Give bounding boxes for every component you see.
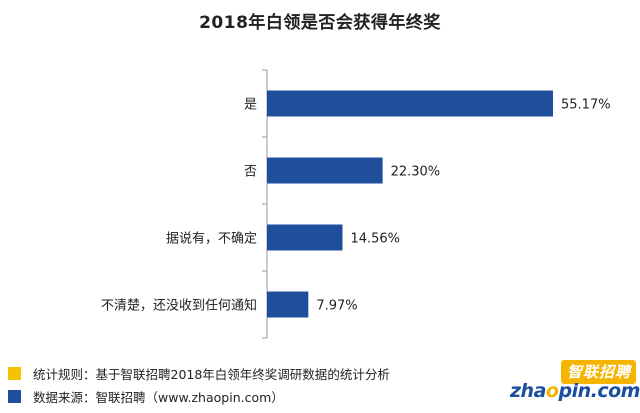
footnote-source-marker xyxy=(8,390,21,403)
bar xyxy=(267,291,309,318)
chart-title: 2018年白领是否会获得年终奖 xyxy=(199,13,441,33)
footnote-source-text: 数据来源：智联招聘（www.zhaopin.com） xyxy=(33,390,284,405)
category-label: 否 xyxy=(244,165,257,180)
bar xyxy=(267,157,383,184)
footnote-rule-text: 统计规则：基于智联招聘2018年白领年终奖调研数据的统计分析 xyxy=(33,367,390,382)
logo-en-text: zhaopin.com xyxy=(510,380,640,402)
bar xyxy=(267,90,553,117)
footnote-rule-marker xyxy=(8,367,21,380)
zhaopin-logo: 智联招聘 zhaopin.com xyxy=(510,360,640,410)
data-label: 14.56% xyxy=(350,232,400,247)
bar xyxy=(267,224,343,251)
data-label: 55.17% xyxy=(561,98,611,113)
category-label: 是 xyxy=(244,98,257,113)
footnote-rule: 统计规则：基于智联招聘2018年白领年终奖调研数据的统计分析 xyxy=(8,364,390,383)
category-label: 不清楚，还没收到任何通知 xyxy=(101,298,257,314)
footnote-source: 数据来源：智联招聘（www.zhaopin.com） xyxy=(8,387,284,406)
data-label: 22.30% xyxy=(391,165,441,180)
logo-cn-text: 智联招聘 xyxy=(560,360,636,384)
category-label: 据说有，不确定 xyxy=(166,232,257,247)
data-label: 7.97% xyxy=(316,299,357,314)
